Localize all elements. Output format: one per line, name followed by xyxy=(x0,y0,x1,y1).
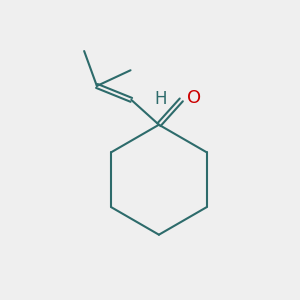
Text: H: H xyxy=(154,90,167,108)
Text: O: O xyxy=(187,89,201,107)
